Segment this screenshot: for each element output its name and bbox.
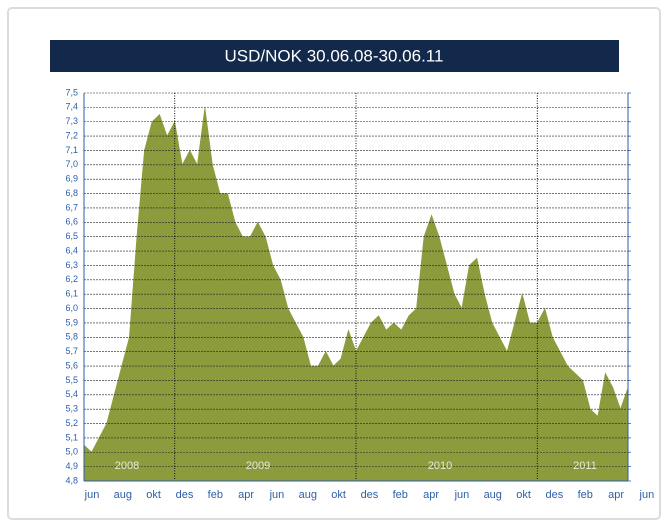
y-tick-label: 7,0 [65, 159, 78, 169]
y-tick-label: 4,9 [65, 461, 78, 471]
x-tick-label: apr [608, 489, 624, 501]
x-tick-label: jun [454, 489, 470, 501]
y-tick-label: 6,0 [65, 303, 78, 313]
x-tick-label: apr [423, 489, 439, 501]
chart-title: USD/NOK 30.06.08-30.06.11 [225, 46, 444, 65]
y-tick-label: 6,2 [65, 274, 78, 284]
y-tick-label: 5,6 [65, 360, 78, 370]
y-tick-label: 7,2 [65, 130, 78, 140]
y-tick-label: 7,3 [65, 116, 78, 126]
y-tick-label: 7,4 [65, 102, 78, 112]
y-tick-label: 6,8 [65, 188, 78, 198]
y-tick-label: 5,9 [65, 317, 78, 327]
y-tick-label: 5,0 [65, 447, 78, 457]
y-tick-label: 5,1 [65, 432, 78, 442]
y-tick-label: 6,7 [65, 202, 78, 212]
y-tick-label: 5,7 [65, 346, 78, 356]
y-tick-label: 4,8 [65, 475, 78, 485]
x-tick-label: okt [516, 489, 531, 501]
y-tick-label: 6,1 [65, 289, 78, 299]
year-label: 2011 [573, 460, 597, 472]
y-tick-label: 5,3 [65, 404, 78, 414]
y-tick-label: 7,5 [65, 87, 78, 97]
y-tick-label: 6,3 [65, 260, 78, 270]
year-label: 2008 [115, 460, 139, 472]
x-tick-label: feb [208, 489, 223, 501]
x-tick-label: aug [114, 489, 132, 501]
y-tick-label: 6,5 [65, 231, 78, 241]
x-tick-label: feb [393, 489, 408, 501]
x-tick-label: jun [84, 489, 100, 501]
y-tick-label: 5,2 [65, 418, 78, 428]
x-tick-label: jun [269, 489, 285, 501]
x-tick-label: okt [146, 489, 161, 501]
x-tick-label: apr [238, 489, 254, 501]
x-tick-label: des [361, 489, 379, 501]
title-bar [50, 40, 619, 72]
y-tick-label: 6,4 [65, 245, 78, 255]
y-tick-label: 5,5 [65, 375, 78, 385]
x-tick-label: feb [578, 489, 593, 501]
year-label: 2009 [246, 460, 270, 472]
year-label: 2010 [428, 460, 452, 472]
y-tick-label: 6,9 [65, 174, 78, 184]
y-tick-label: 6,6 [65, 217, 78, 227]
x-tick-label: aug [484, 489, 502, 501]
x-tick-label: des [176, 489, 194, 501]
y-tick-label: 5,4 [65, 389, 78, 399]
x-tick-label: des [546, 489, 564, 501]
x-tick-label: aug [299, 489, 317, 501]
x-tick-label: jun [639, 489, 655, 501]
area [83, 107, 629, 482]
x-tick-label: okt [331, 489, 346, 501]
y-tick-label: 7,1 [65, 145, 78, 155]
y-tick-label: 5,8 [65, 332, 78, 342]
